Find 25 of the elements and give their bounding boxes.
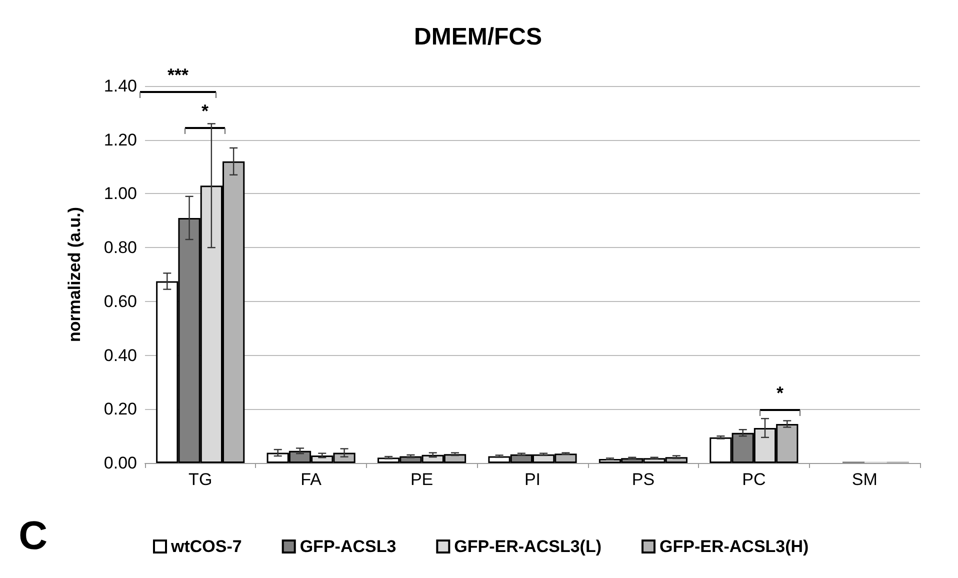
x-tick-label: PC <box>742 470 766 489</box>
y-tick-label: 0.00 <box>104 454 137 472</box>
y-tick-label: 0.60 <box>104 292 137 311</box>
y-axis-title: normalized (a.u.) <box>65 206 84 342</box>
chart-title: DMEM/FCS <box>414 24 542 50</box>
x-tick-label: PS <box>632 470 655 489</box>
text: C <box>18 514 48 558</box>
legend-label: GFP-ER-ACSL3(L) <box>454 537 602 556</box>
x-tick-label: TG <box>188 470 212 489</box>
y-tick-label: 1.40 <box>104 76 137 96</box>
y-tick-label: 0.40 <box>104 346 137 365</box>
legend-label: GFP-ER-ACSL3(H) <box>660 537 809 556</box>
annotation: * <box>776 383 784 403</box>
y-tick-label: 0.20 <box>104 400 137 419</box>
y-tick-label: 1.20 <box>104 130 137 150</box>
x-tick-label: SM <box>852 470 878 489</box>
x-tick-label: PE <box>410 470 434 489</box>
text: *** <box>167 65 189 85</box>
annotation: * <box>201 101 209 121</box>
x-tick-label: PI <box>524 470 541 489</box>
legend-label: GFP-ACSL3 <box>300 537 396 556</box>
x-tick-label: FA <box>300 470 322 489</box>
y-tick-label: 0.80 <box>104 238 137 258</box>
legend-label: wtCOS-7 <box>170 537 242 556</box>
y-tick-label: 1.00 <box>104 184 137 204</box>
